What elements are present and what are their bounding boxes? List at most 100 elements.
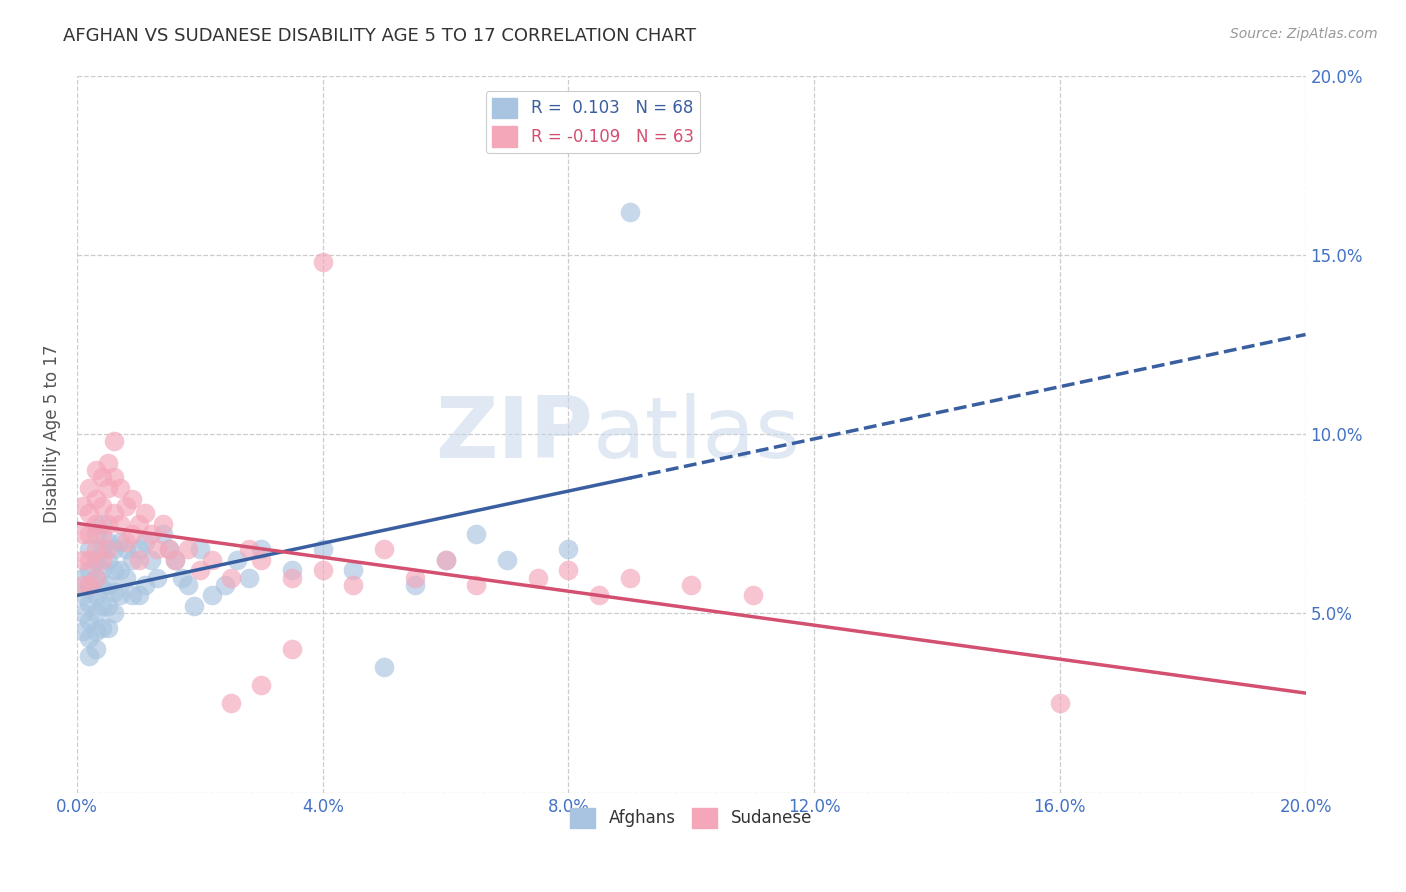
Point <box>84 541 107 556</box>
Legend: Afghans, Sudanese: Afghans, Sudanese <box>564 801 818 835</box>
Point <box>170 570 193 584</box>
Point <box>121 527 143 541</box>
Point <box>72 624 94 639</box>
Point <box>79 649 101 664</box>
Point <box>79 596 101 610</box>
Point <box>90 499 112 513</box>
Point <box>165 552 187 566</box>
Point <box>84 570 107 584</box>
Point <box>128 589 150 603</box>
Point <box>201 552 224 566</box>
Point <box>97 621 120 635</box>
Point <box>97 456 120 470</box>
Point <box>108 534 131 549</box>
Point <box>128 516 150 531</box>
Point <box>79 481 101 495</box>
Point <box>250 541 273 556</box>
Point <box>84 552 107 566</box>
Point <box>97 541 120 556</box>
Point <box>152 527 174 541</box>
Point <box>434 552 457 566</box>
Point <box>681 577 703 591</box>
Point <box>281 563 304 577</box>
Point <box>103 585 125 599</box>
Point <box>225 552 247 566</box>
Point <box>121 491 143 506</box>
Point <box>588 589 610 603</box>
Point <box>97 534 120 549</box>
Point <box>90 470 112 484</box>
Point <box>79 506 101 520</box>
Point <box>79 632 101 646</box>
Point <box>134 534 156 549</box>
Point <box>183 599 205 614</box>
Point <box>281 642 304 657</box>
Point <box>97 552 120 566</box>
Point <box>90 552 112 566</box>
Point <box>312 541 335 556</box>
Point <box>342 563 364 577</box>
Point <box>121 589 143 603</box>
Point <box>97 599 120 614</box>
Point <box>157 541 180 556</box>
Text: Source: ZipAtlas.com: Source: ZipAtlas.com <box>1230 27 1378 41</box>
Point <box>90 581 112 595</box>
Point <box>84 516 107 531</box>
Point <box>250 678 273 692</box>
Point <box>139 552 162 566</box>
Point <box>165 552 187 566</box>
Point <box>281 570 304 584</box>
Point <box>214 577 236 591</box>
Point <box>79 577 101 591</box>
Point <box>79 577 101 591</box>
Point <box>72 607 94 621</box>
Point <box>434 552 457 566</box>
Point <box>79 563 101 577</box>
Point <box>121 552 143 566</box>
Point <box>146 541 169 556</box>
Text: ZIP: ZIP <box>436 392 593 475</box>
Point <box>79 614 101 628</box>
Point <box>84 463 107 477</box>
Point <box>97 481 120 495</box>
Point <box>108 516 131 531</box>
Point <box>103 506 125 520</box>
Point <box>84 527 107 541</box>
Point <box>72 527 94 541</box>
Point <box>342 577 364 591</box>
Point <box>465 577 488 591</box>
Point <box>103 470 125 484</box>
Point <box>115 499 138 513</box>
Y-axis label: Disability Age 5 to 17: Disability Age 5 to 17 <box>44 345 60 524</box>
Point <box>496 552 519 566</box>
Point <box>108 481 131 495</box>
Point <box>312 563 335 577</box>
Point <box>373 541 395 556</box>
Point <box>84 642 107 657</box>
Point <box>250 552 273 566</box>
Point <box>157 541 180 556</box>
Text: atlas: atlas <box>593 392 801 475</box>
Point <box>108 589 131 603</box>
Point <box>312 255 335 269</box>
Point <box>84 624 107 639</box>
Point <box>90 541 112 556</box>
Point <box>128 541 150 556</box>
Point <box>465 527 488 541</box>
Point <box>103 607 125 621</box>
Point <box>134 577 156 591</box>
Point <box>619 204 641 219</box>
Point <box>84 607 107 621</box>
Point <box>97 577 120 591</box>
Point <box>1049 696 1071 710</box>
Point <box>128 552 150 566</box>
Point <box>72 499 94 513</box>
Point <box>557 563 579 577</box>
Point <box>103 541 125 556</box>
Text: AFGHAN VS SUDANESE DISABILITY AGE 5 TO 17 CORRELATION CHART: AFGHAN VS SUDANESE DISABILITY AGE 5 TO 1… <box>63 27 696 45</box>
Point <box>238 570 260 584</box>
Point <box>201 589 224 603</box>
Point <box>134 506 156 520</box>
Point <box>115 534 138 549</box>
Point <box>79 552 101 566</box>
